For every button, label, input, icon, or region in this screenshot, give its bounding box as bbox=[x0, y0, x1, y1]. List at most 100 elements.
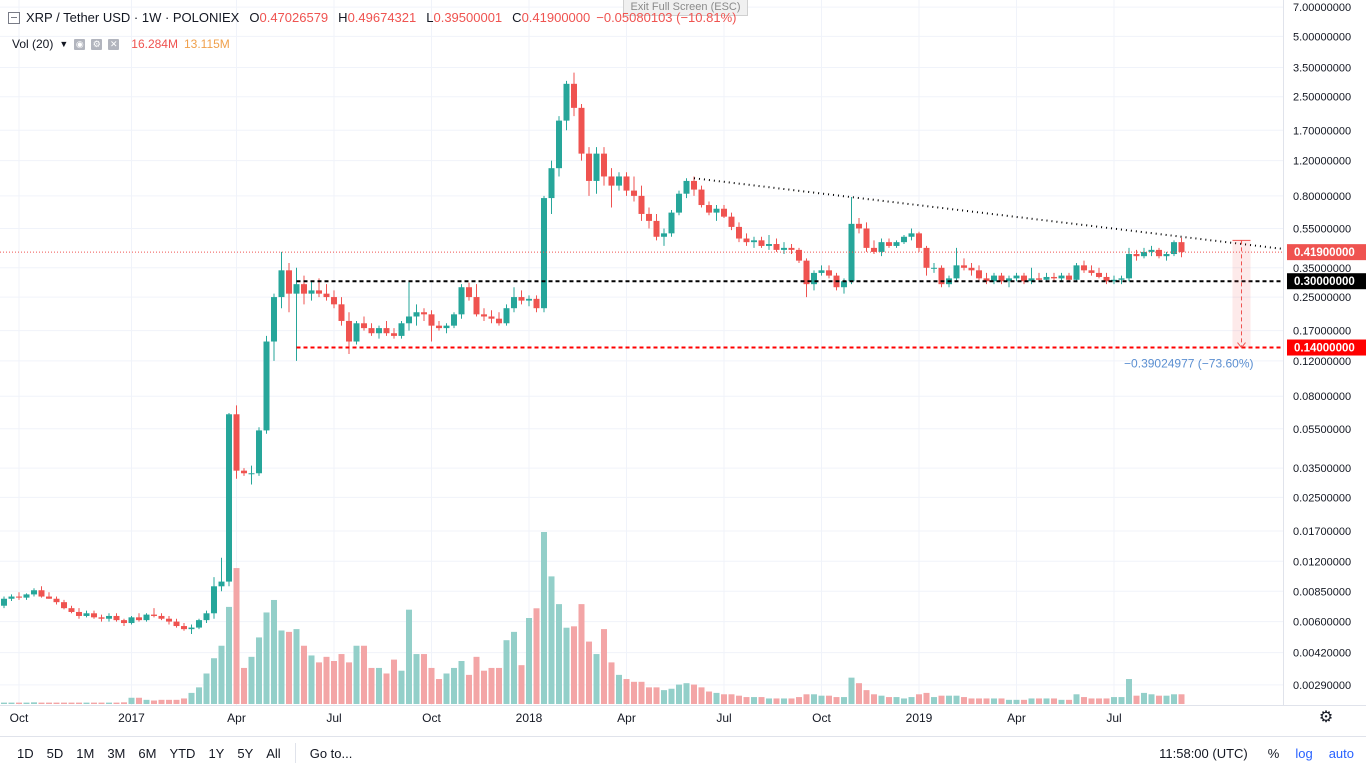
volume-bar bbox=[886, 697, 892, 704]
timeframe-1m[interactable]: 1M bbox=[76, 745, 95, 761]
candle-body bbox=[398, 323, 405, 336]
candle bbox=[473, 284, 480, 317]
volume-bar bbox=[998, 698, 1005, 704]
candle-body bbox=[38, 590, 45, 597]
candle bbox=[121, 618, 127, 627]
candle bbox=[706, 201, 712, 216]
candle bbox=[458, 284, 465, 319]
volume-bar bbox=[1, 702, 7, 704]
candle-body bbox=[691, 180, 697, 190]
timeframe-all[interactable]: All bbox=[266, 745, 281, 761]
candle-body bbox=[1043, 276, 1050, 280]
y-tick-label: 0.00600000 bbox=[1293, 617, 1351, 629]
candle-body bbox=[256, 430, 262, 474]
trendline bbox=[693, 177, 1284, 250]
volume-bar bbox=[421, 654, 427, 704]
volume-bar bbox=[766, 698, 772, 704]
candle-body bbox=[428, 314, 435, 326]
candle bbox=[878, 238, 885, 257]
exit-fullscreen-button[interactable]: Exit Full Screen (ESC) bbox=[623, 0, 748, 16]
volume-bar bbox=[983, 698, 990, 704]
eye-icon[interactable]: ◉ bbox=[74, 38, 86, 50]
measure-box bbox=[1232, 240, 1251, 348]
timeframe-3m[interactable]: 3M bbox=[107, 745, 126, 761]
collapse-icon[interactable] bbox=[8, 11, 20, 24]
volume-bar bbox=[1043, 698, 1050, 704]
candle-body bbox=[556, 120, 562, 169]
candle-body bbox=[1088, 270, 1095, 273]
candle-body bbox=[128, 617, 135, 624]
price-chart[interactable]: −0.39024977 (−73.60%) 7.00000000 5.000000… bbox=[0, 0, 1366, 736]
timeframe-6m[interactable]: 6M bbox=[138, 745, 157, 761]
volume-bar bbox=[1058, 699, 1065, 704]
candle bbox=[211, 577, 217, 619]
y-tick-label: 0.00290000 bbox=[1293, 680, 1351, 692]
candles bbox=[1, 72, 1185, 635]
volume-bar bbox=[563, 627, 570, 704]
candle bbox=[953, 247, 960, 282]
auto-toggle[interactable]: auto bbox=[1328, 745, 1354, 761]
candle bbox=[413, 304, 420, 326]
goto-button[interactable]: Go to... bbox=[309, 745, 353, 761]
candle bbox=[668, 210, 675, 237]
candle-body bbox=[736, 226, 742, 239]
log-toggle[interactable]: log bbox=[1295, 745, 1313, 761]
candle-body bbox=[608, 176, 615, 186]
volume-bar bbox=[46, 702, 52, 704]
candle bbox=[1133, 249, 1140, 261]
price-label-bg bbox=[1287, 244, 1366, 261]
percent-toggle[interactable]: % bbox=[1267, 745, 1280, 761]
volume-bar bbox=[173, 699, 180, 704]
volume-bar bbox=[676, 684, 682, 704]
ohlc-close: C0.41900000 bbox=[512, 10, 591, 25]
volume-bar bbox=[113, 702, 120, 704]
candle bbox=[263, 335, 270, 434]
candle-body bbox=[683, 180, 690, 194]
chevron-down-icon[interactable]: ▼ bbox=[59, 39, 69, 49]
volume-bar bbox=[1051, 698, 1057, 704]
volume-bar bbox=[683, 683, 690, 704]
candle bbox=[1066, 272, 1072, 282]
timeframe-5d[interactable]: 5D bbox=[46, 745, 64, 761]
volume-bar bbox=[706, 691, 712, 704]
y-tick-label: 0.55000000 bbox=[1293, 223, 1351, 235]
candle bbox=[1178, 237, 1185, 258]
candle-body bbox=[406, 316, 412, 324]
candle-body bbox=[488, 316, 495, 319]
timeframe-1d[interactable]: 1D bbox=[17, 745, 34, 761]
candle bbox=[571, 72, 577, 117]
candle-body bbox=[233, 414, 240, 471]
candle-body bbox=[166, 618, 172, 622]
timeframe-5y[interactable]: 5Y bbox=[237, 745, 254, 761]
candle-body bbox=[811, 272, 817, 285]
timeframe-ytd[interactable]: YTD bbox=[169, 745, 196, 761]
close-icon[interactable]: ✕ bbox=[108, 38, 120, 50]
volume-bar bbox=[533, 608, 540, 704]
candle bbox=[353, 320, 360, 345]
candle bbox=[1126, 247, 1132, 282]
candle-body bbox=[1133, 254, 1140, 257]
gear-icon[interactable]: ⚙ bbox=[91, 38, 103, 50]
volume-bar bbox=[181, 698, 187, 704]
candle bbox=[368, 323, 375, 336]
candle-body bbox=[421, 312, 427, 315]
volume-bar bbox=[308, 655, 315, 704]
candle-body bbox=[361, 323, 367, 329]
volume-bar bbox=[608, 662, 615, 704]
volume-bar bbox=[781, 698, 787, 704]
volume-bar bbox=[908, 697, 915, 704]
timeframe-1y[interactable]: 1Y bbox=[208, 745, 225, 761]
volume-bar bbox=[278, 630, 285, 704]
chart-settings-gear-icon[interactable]: ⚙ bbox=[1318, 709, 1334, 726]
volume-bar bbox=[293, 629, 300, 704]
candle bbox=[526, 295, 532, 307]
volume-bar bbox=[601, 629, 607, 704]
candle bbox=[556, 116, 562, 177]
volume-bar bbox=[773, 698, 780, 704]
candle bbox=[826, 265, 832, 279]
candle-body bbox=[376, 328, 382, 334]
x-tick-label: Apr bbox=[227, 711, 246, 725]
clock[interactable]: 11:58:00 (UTC) bbox=[1159, 745, 1248, 761]
candle-body bbox=[758, 240, 765, 246]
volume-bar bbox=[751, 697, 757, 704]
